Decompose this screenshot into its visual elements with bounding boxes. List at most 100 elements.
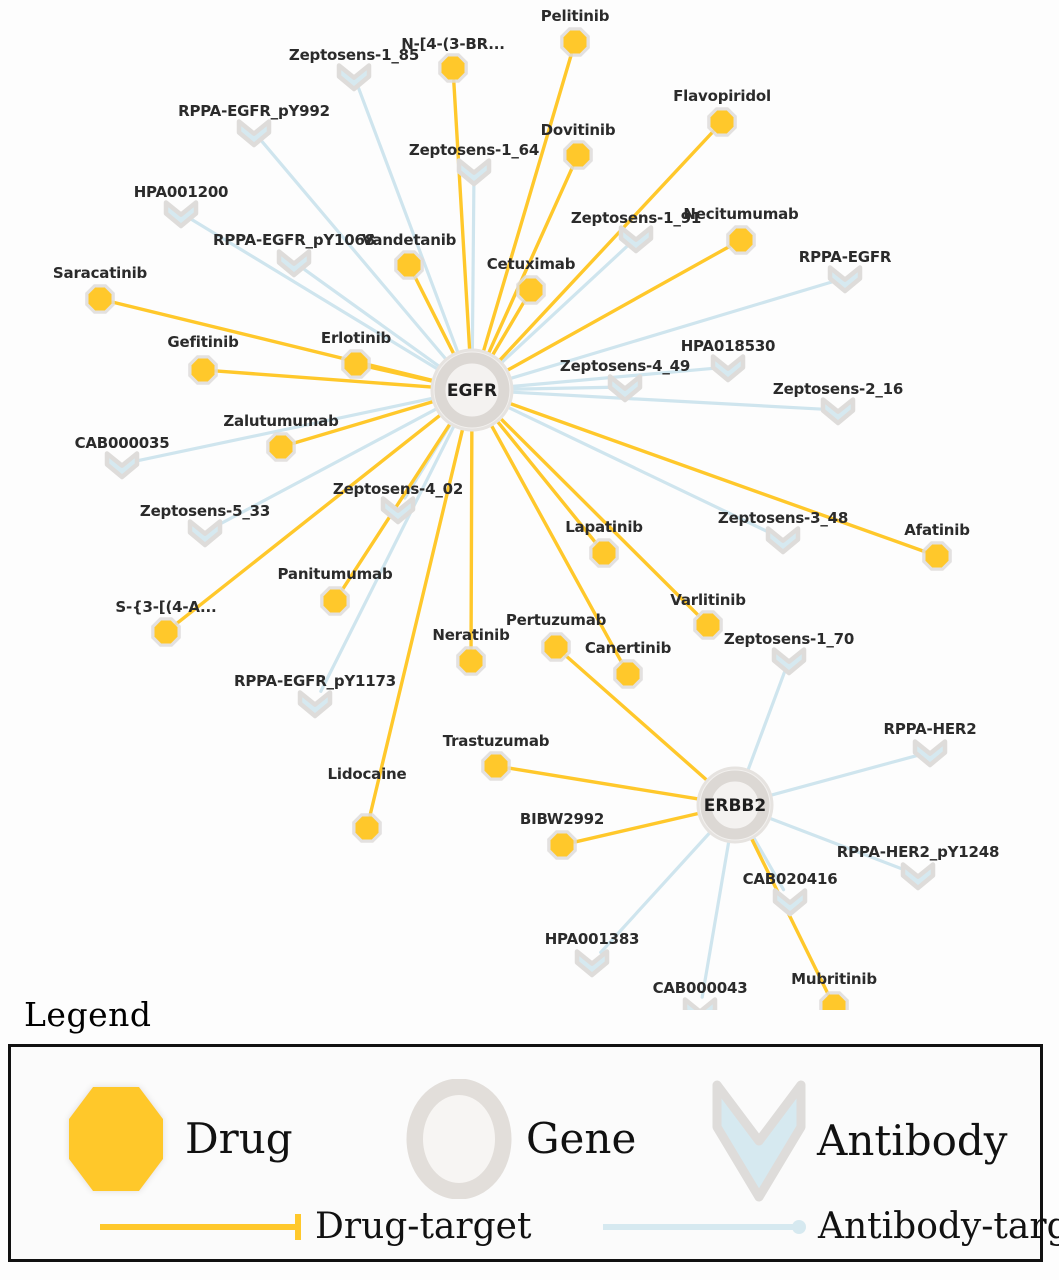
antibody-chevron-icon xyxy=(712,1080,806,1202)
antibody-target-edge[interactable] xyxy=(190,218,442,372)
drug-node[interactable] xyxy=(550,833,574,857)
drug-target-edge[interactable] xyxy=(572,811,703,844)
antibody-target-edge[interactable] xyxy=(504,404,773,535)
antibody-node[interactable] xyxy=(607,374,643,403)
antibody-target-edge[interactable] xyxy=(214,406,441,528)
antibody-node[interactable] xyxy=(618,225,654,254)
drug-target-edge[interactable] xyxy=(481,52,574,356)
antibody-target-edge[interactable] xyxy=(766,815,908,872)
drug-target-edge[interactable] xyxy=(214,369,436,389)
drug-target-edge[interactable] xyxy=(174,411,444,626)
antibody-node[interactable] xyxy=(765,526,801,555)
drug-target-edge[interactable] xyxy=(485,165,575,358)
antibody-target-edge[interactable] xyxy=(599,829,714,954)
drug-node[interactable] xyxy=(344,352,368,376)
drug-node[interactable] xyxy=(459,649,483,673)
antibody-node[interactable] xyxy=(380,496,416,525)
antibody-target-edge[interactable] xyxy=(133,396,437,463)
drug-target-edge[interactable] xyxy=(469,426,474,650)
antibody-node[interactable] xyxy=(900,862,936,891)
drug-node[interactable] xyxy=(566,143,590,167)
network-canvas[interactable]: EGFR ERBB2 xyxy=(0,0,1059,1010)
antibody-node[interactable] xyxy=(276,249,312,278)
antibody-node[interactable] xyxy=(820,397,856,426)
drug-target-edge[interactable] xyxy=(494,417,598,545)
drug-node[interactable] xyxy=(397,253,421,277)
drug-target-edge[interactable] xyxy=(507,766,703,802)
antibody-node[interactable] xyxy=(772,888,808,917)
antibody-node[interactable] xyxy=(163,200,199,229)
drug-node[interactable] xyxy=(925,544,949,568)
drug-node[interactable] xyxy=(710,110,734,134)
antibody-target-edge[interactable] xyxy=(508,390,827,411)
drug-target-edge[interactable] xyxy=(488,421,624,665)
antibody-target-edge[interactable] xyxy=(356,86,461,357)
antibody-node[interactable] xyxy=(710,354,746,383)
antibody-node[interactable] xyxy=(236,119,272,148)
drug-target-edge[interactable] xyxy=(368,425,465,818)
drug-node[interactable] xyxy=(563,30,587,54)
legend-title: Legend xyxy=(24,995,152,1034)
antibody-target-edge[interactable] xyxy=(750,833,786,892)
antibody-target-edge[interactable] xyxy=(319,422,457,693)
drug-node[interactable] xyxy=(269,435,293,459)
drug-node[interactable] xyxy=(696,613,720,637)
drug-node[interactable] xyxy=(592,541,616,565)
antibody-node[interactable] xyxy=(827,265,863,294)
antibody-node[interactable] xyxy=(336,63,372,92)
drug-node[interactable] xyxy=(154,620,178,644)
drug-node[interactable] xyxy=(484,754,508,778)
gene-node[interactable] xyxy=(700,770,770,840)
antibody-node[interactable] xyxy=(574,949,610,978)
drug-target-edge[interactable] xyxy=(452,79,472,354)
legend-edge-antibody-target: Antibody-target xyxy=(599,1209,1059,1245)
drug-node[interactable] xyxy=(544,635,568,659)
antibody-target-edge[interactable] xyxy=(302,267,443,370)
antibody-target-edge[interactable] xyxy=(745,670,787,774)
antibody-node[interactable] xyxy=(104,451,140,480)
drug-target-edge[interactable] xyxy=(340,420,454,592)
drug-target-edge[interactable] xyxy=(564,653,711,784)
antibody-node[interactable] xyxy=(682,997,718,1011)
antibody-target-edge[interactable] xyxy=(498,245,629,366)
antibody-node[interactable] xyxy=(187,519,223,548)
drug-node[interactable] xyxy=(441,56,465,80)
drug-node[interactable] xyxy=(191,358,215,382)
drug-node[interactable] xyxy=(355,816,379,840)
drug-node[interactable] xyxy=(88,287,112,311)
drug-node[interactable] xyxy=(616,662,640,686)
drug-target-edge[interactable] xyxy=(413,274,457,358)
antibody-node[interactable] xyxy=(912,739,948,768)
drug-target-edge[interactable] xyxy=(291,399,438,445)
legend-box: Drug Gene Antibody Drug-target xyxy=(8,1044,1059,1262)
drug-node[interactable] xyxy=(519,278,543,302)
drug-node[interactable] xyxy=(323,589,347,613)
drug-target-edge[interactable] xyxy=(496,129,715,364)
gene-node[interactable] xyxy=(434,352,510,428)
antibody-target-edge[interactable] xyxy=(767,753,920,798)
antibody-target-edge[interactable] xyxy=(700,837,731,999)
antibody-node[interactable] xyxy=(456,158,492,187)
drug-target-edge[interactable] xyxy=(497,415,701,618)
antibody-node[interactable] xyxy=(771,647,807,676)
antibody-target-edge[interactable] xyxy=(508,385,614,391)
drug-target-edge[interactable] xyxy=(506,401,927,554)
drug-target-edge[interactable] xyxy=(110,300,437,383)
nodes-layer[interactable]: EGFR ERBB2 xyxy=(85,27,952,1010)
legend-entry-antibody: Antibody xyxy=(711,1079,1007,1203)
drug-node[interactable] xyxy=(822,994,846,1011)
legend-label-antibody-target: Antibody-target xyxy=(818,1206,1059,1247)
antibody-target-edge[interactable] xyxy=(506,280,835,381)
legend-label-antibody: Antibody xyxy=(817,1116,1008,1165)
antibody-target-edge[interactable] xyxy=(260,140,450,363)
drug-node[interactable] xyxy=(729,228,753,252)
edges-layer xyxy=(110,52,927,999)
drug-octagon-icon xyxy=(69,1087,163,1191)
legend-edge-drug-target: Drug-target xyxy=(96,1209,531,1245)
drug-target-edge[interactable] xyxy=(366,365,437,384)
drug-target-edge[interactable] xyxy=(489,299,527,359)
drug-target-edge[interactable] xyxy=(503,244,732,374)
antibody-target-edge[interactable] xyxy=(470,182,476,354)
antibody-node[interactable] xyxy=(297,690,333,719)
